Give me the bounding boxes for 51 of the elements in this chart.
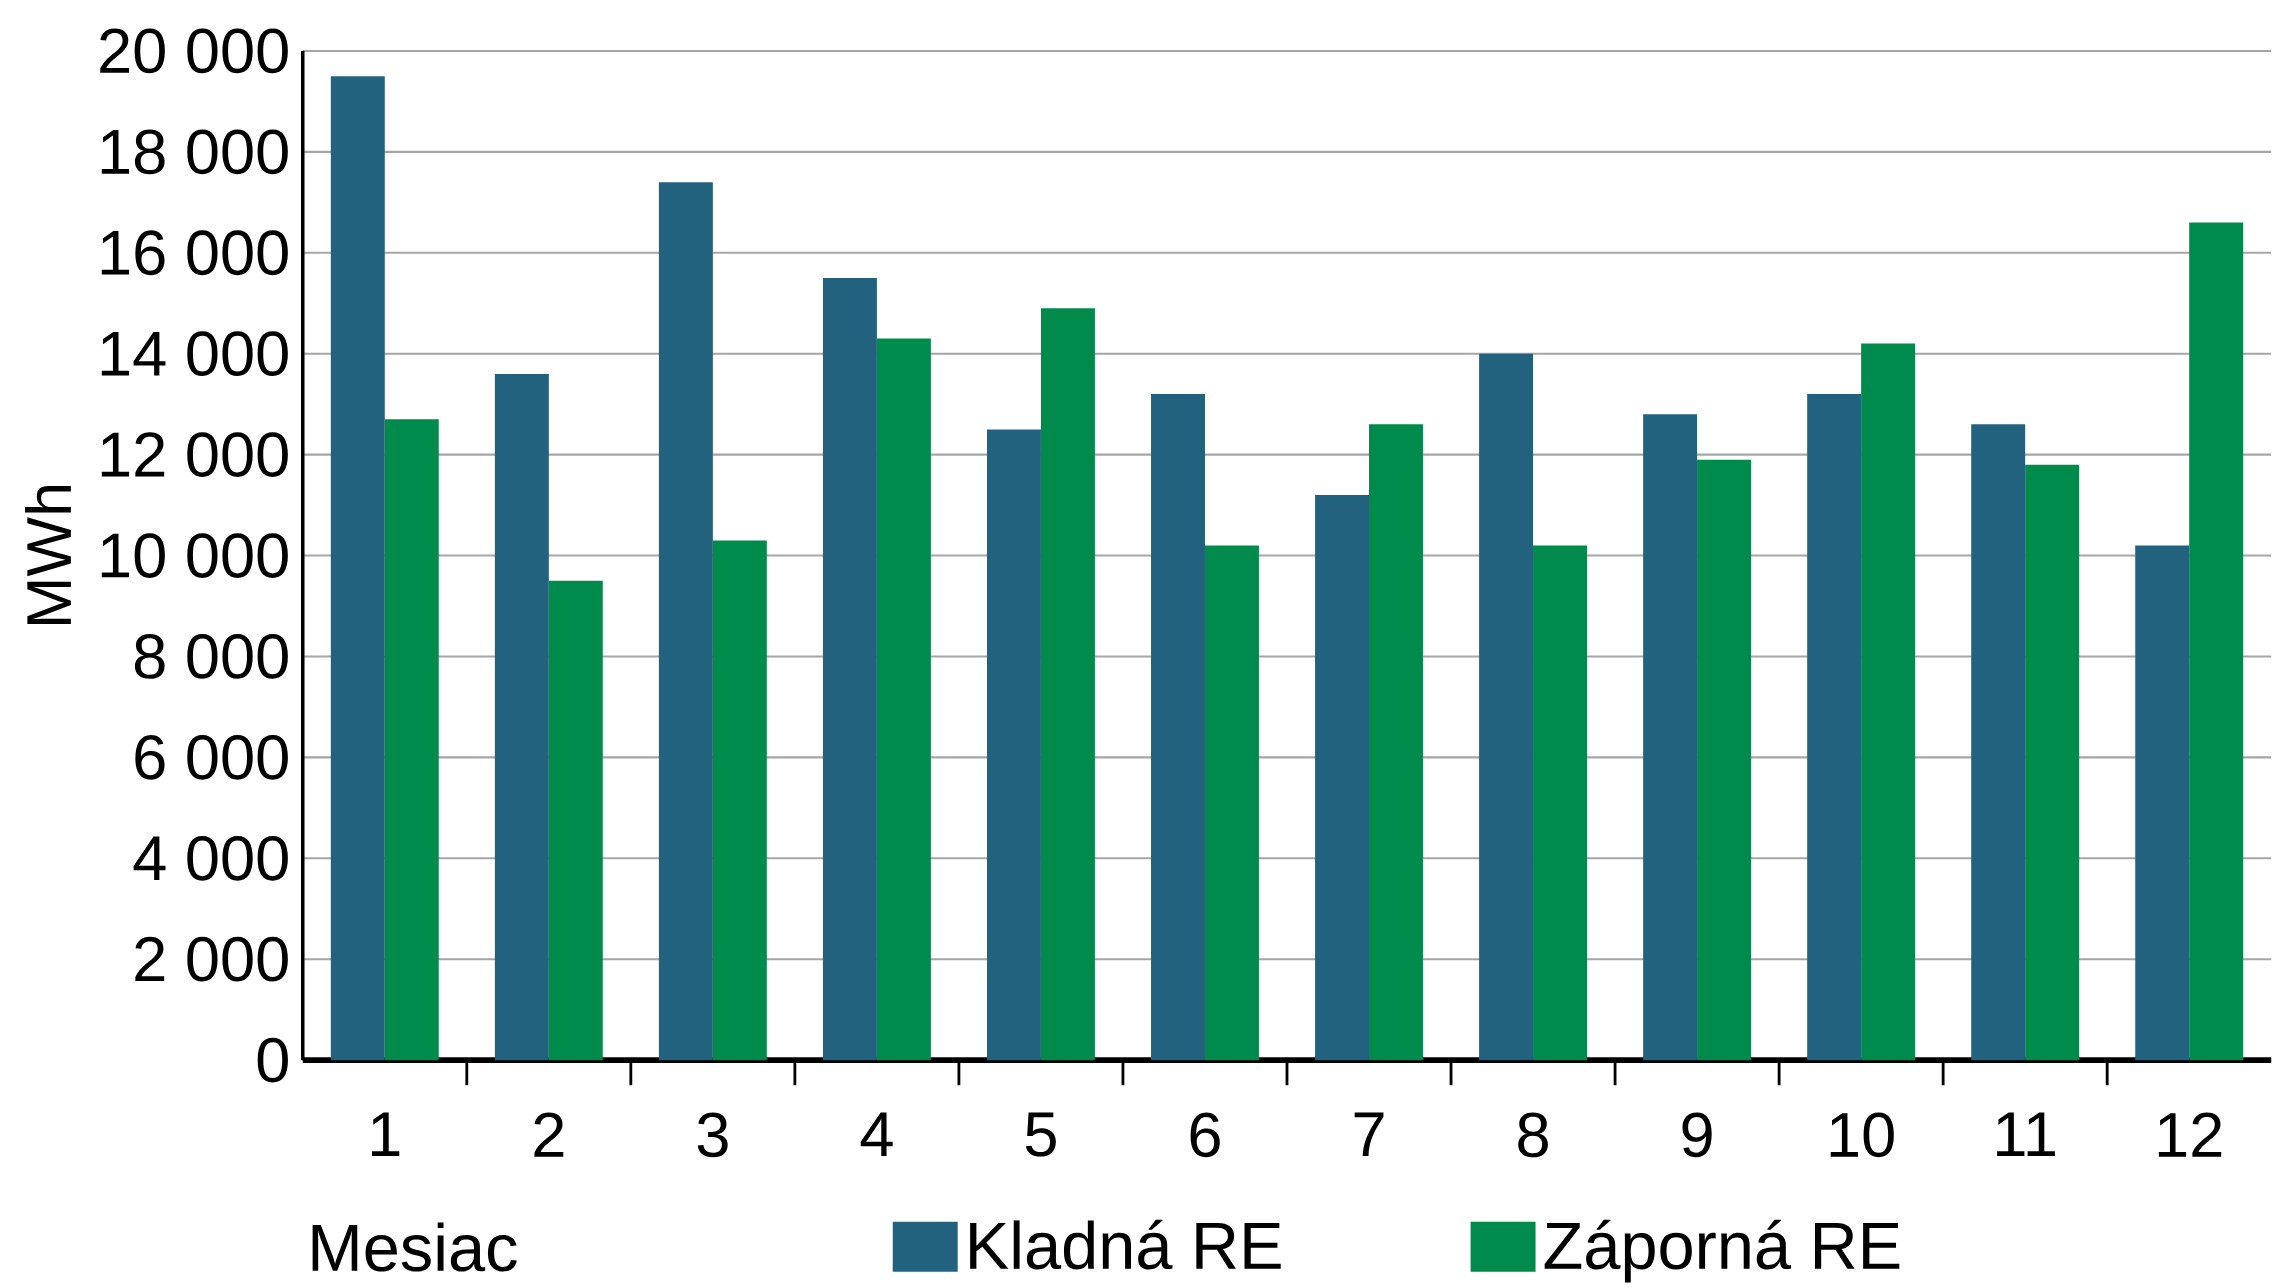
x-tick-label: 11 bbox=[1997, 1112, 2055, 1156]
bar bbox=[2135, 545, 2190, 1061]
x-axis-title: Mesiac bbox=[312, 1222, 517, 1272]
x-tick-label: 7 bbox=[1354, 1112, 1384, 1156]
x-tick-label: 8 bbox=[1518, 1112, 1548, 1158]
bar bbox=[330, 76, 385, 1061]
bar bbox=[876, 338, 931, 1061]
y-tick-label: 14 000 bbox=[101, 331, 288, 377]
x-tick-label: 4 bbox=[860, 1112, 893, 1156]
y-tick-label: 8 000 bbox=[134, 634, 288, 679]
y-tick-label: 20 000 bbox=[100, 28, 288, 74]
legend-label: Kladná RE bbox=[970, 1219, 1281, 1270]
bar bbox=[1971, 424, 2026, 1061]
x-tick-label: 2 bbox=[534, 1112, 564, 1157]
x-tick-label: 10 bbox=[1830, 1112, 1894, 1158]
bar bbox=[2025, 464, 2080, 1061]
y-tick-label: 16 000 bbox=[101, 230, 288, 276]
y-tick-label: 10 000 bbox=[101, 533, 288, 578]
bar bbox=[986, 429, 1041, 1061]
y-tick-label: 4 000 bbox=[133, 835, 288, 881]
bar bbox=[384, 419, 439, 1061]
y-tick-label: 0 bbox=[257, 1037, 288, 1083]
bar bbox=[2189, 222, 2244, 1061]
x-tick-label: 3 bbox=[697, 1112, 728, 1158]
bar bbox=[1479, 353, 1534, 1061]
bar bbox=[1643, 414, 1698, 1061]
y-tick-label: 6 000 bbox=[135, 734, 288, 780]
x-tick-label: 5 bbox=[1025, 1112, 1056, 1157]
bar bbox=[712, 540, 767, 1061]
bar bbox=[822, 277, 877, 1061]
bar bbox=[494, 373, 549, 1061]
bar bbox=[1315, 494, 1370, 1061]
y-tick-label: 2 000 bbox=[135, 936, 288, 982]
bar bbox=[1807, 394, 1862, 1061]
bar bbox=[1151, 394, 1205, 1061]
legend-label: Záporná RE bbox=[1544, 1219, 1900, 1283]
bar bbox=[1697, 459, 1752, 1061]
y-axis-title: MWh bbox=[25, 485, 71, 625]
bar bbox=[548, 580, 603, 1061]
bar bbox=[1861, 343, 1916, 1061]
x-tick-label: 12 bbox=[2158, 1112, 2222, 1157]
y-tick-label: 12 000 bbox=[101, 432, 288, 477]
bar bbox=[1533, 545, 1588, 1061]
x-tick-label: 9 bbox=[1682, 1112, 1712, 1158]
bar bbox=[1040, 308, 1095, 1061]
y-tick-label: 18 000 bbox=[101, 129, 288, 175]
x-tick-label: 1 bbox=[372, 1112, 400, 1156]
x-tick-label: 6 bbox=[1190, 1112, 1220, 1158]
bar bbox=[658, 182, 713, 1061]
bar bbox=[1204, 545, 1259, 1061]
bar bbox=[1369, 424, 1423, 1061]
